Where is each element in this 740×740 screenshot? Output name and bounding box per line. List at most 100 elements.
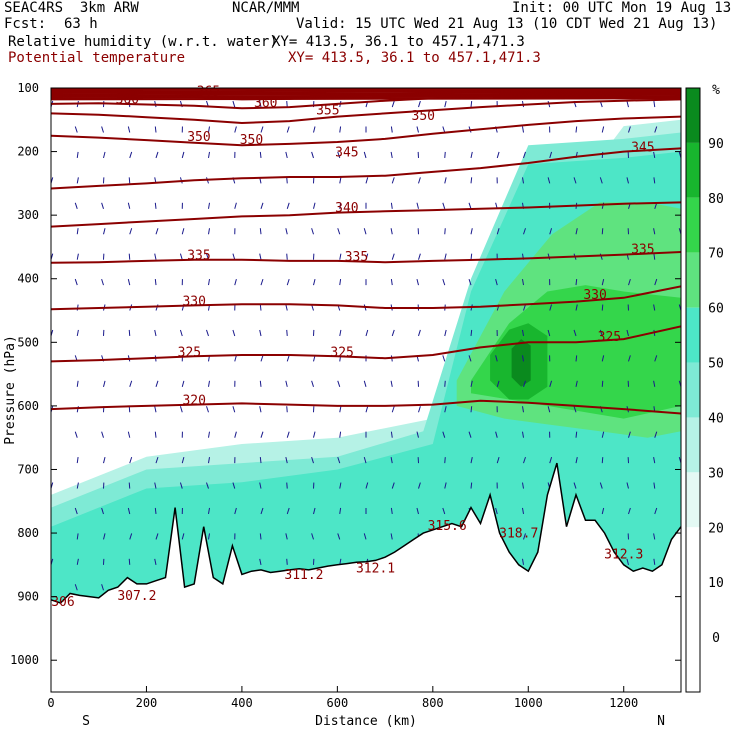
colorbar: % 0 10 20 30 40 50 60 70 80 90 xyxy=(685,83,724,693)
wind-vector xyxy=(311,456,314,464)
wind-vector xyxy=(599,482,603,489)
wind-vector xyxy=(390,457,393,464)
wind-vector xyxy=(365,253,369,260)
colorbar-segment xyxy=(686,582,700,638)
wind-vector xyxy=(628,126,631,133)
theta-contour-upper xyxy=(51,90,681,94)
wind-vector xyxy=(626,482,629,489)
wind-vector xyxy=(286,101,288,108)
theta-label: 307.2 xyxy=(117,589,156,604)
wind-vector xyxy=(365,329,369,337)
wind-vector xyxy=(653,253,656,260)
wind-vector xyxy=(101,126,104,133)
terrain-line xyxy=(50,462,682,604)
wind-vector xyxy=(311,533,314,540)
theta-label: 360 xyxy=(116,92,139,107)
wind-vector xyxy=(654,355,658,362)
wind-vector xyxy=(496,228,500,235)
wind-vector xyxy=(234,355,237,362)
wind-vector xyxy=(599,177,603,184)
wind-vector xyxy=(208,431,210,438)
fcst-value: 63 h xyxy=(64,16,98,32)
wind-vector xyxy=(626,100,629,108)
wind-vector xyxy=(363,380,367,387)
theta-label: 365 xyxy=(197,85,220,100)
wind-vector xyxy=(523,380,526,387)
wind-vector xyxy=(391,329,395,337)
plot-frame xyxy=(50,87,682,693)
wind-vector xyxy=(337,456,341,464)
wind-vector xyxy=(234,431,237,438)
wind-vector xyxy=(311,151,314,159)
theta-contour-325 xyxy=(51,325,681,363)
wind-vector xyxy=(259,151,262,158)
wind-vector xyxy=(232,329,236,337)
wind-vector xyxy=(181,228,185,235)
wind-vector xyxy=(601,304,604,311)
wind-vector xyxy=(208,533,210,540)
colorbar-tick-label: 80 xyxy=(708,192,724,207)
colorbar-segment xyxy=(686,142,700,198)
y-tick-label: 600 xyxy=(17,399,39,413)
wind-vector xyxy=(444,457,446,464)
y-tick-label: 1000 xyxy=(10,653,39,667)
wind-vector xyxy=(442,507,446,515)
wind-vector xyxy=(259,253,262,260)
wind-vector xyxy=(363,151,367,159)
wind-vector xyxy=(549,151,553,159)
wind-vector xyxy=(260,355,264,362)
theta-label: 315.6 xyxy=(428,519,467,534)
wind-vector xyxy=(444,100,447,108)
wind-vector xyxy=(391,253,395,260)
wind-vector xyxy=(286,558,288,565)
wind-vector xyxy=(339,202,342,209)
wind-vector xyxy=(234,507,237,515)
wind-vector xyxy=(339,126,342,133)
wind-vector xyxy=(363,228,367,235)
wind-vector xyxy=(232,253,236,260)
wind-vector xyxy=(339,507,342,515)
wind-vector xyxy=(206,482,209,489)
wind-vector xyxy=(470,482,473,489)
wind-vector xyxy=(286,126,290,133)
wind-vector xyxy=(155,380,159,387)
wind-vector xyxy=(523,304,526,311)
wind-vector xyxy=(442,278,446,286)
wind-vector xyxy=(259,406,262,413)
wind-vector xyxy=(654,431,658,438)
wind-vector xyxy=(155,151,159,159)
wind-vector xyxy=(127,278,131,286)
wind-vector xyxy=(101,202,104,209)
wind-vector xyxy=(206,253,209,260)
wind-vector xyxy=(208,126,210,133)
x-tick-label: 800 xyxy=(422,696,444,710)
wind-vector xyxy=(260,126,264,133)
wind-vector xyxy=(495,355,498,362)
wind-vector xyxy=(154,406,157,413)
wind-vector xyxy=(573,177,577,184)
rh-region-90 xyxy=(511,339,531,387)
wind-vector xyxy=(575,431,578,438)
axes: 0 200 400 600 800 1000 1200 100 200 300 400 500 600 7… xyxy=(10,81,681,710)
wind-vector xyxy=(549,228,553,235)
theta-label: 312.3 xyxy=(604,547,643,562)
wind-vector xyxy=(206,406,209,413)
colorbar-segment xyxy=(686,362,700,418)
wind-vector xyxy=(628,355,631,362)
wind-vector xyxy=(286,278,290,286)
y-tick-label: 700 xyxy=(17,462,39,476)
wind-vectors xyxy=(51,100,681,591)
wind-vector xyxy=(74,584,78,591)
colorbar-tick-label: 20 xyxy=(708,521,724,536)
colorbar-tick-label: 70 xyxy=(708,247,724,262)
wind-vector xyxy=(575,380,578,387)
wind-vector xyxy=(628,278,631,286)
wind-vector xyxy=(76,533,79,540)
wind-vector xyxy=(599,329,603,337)
wind-vector xyxy=(391,177,395,184)
theta-contour-labels: 360 365 360 355 350 350 350 345 345 340 335 335 335 3… xyxy=(51,85,654,611)
theta-contour-upper xyxy=(51,97,681,101)
wind-vector xyxy=(128,177,131,184)
wind-vector xyxy=(496,456,500,464)
colorbar-unit: % xyxy=(712,83,720,98)
